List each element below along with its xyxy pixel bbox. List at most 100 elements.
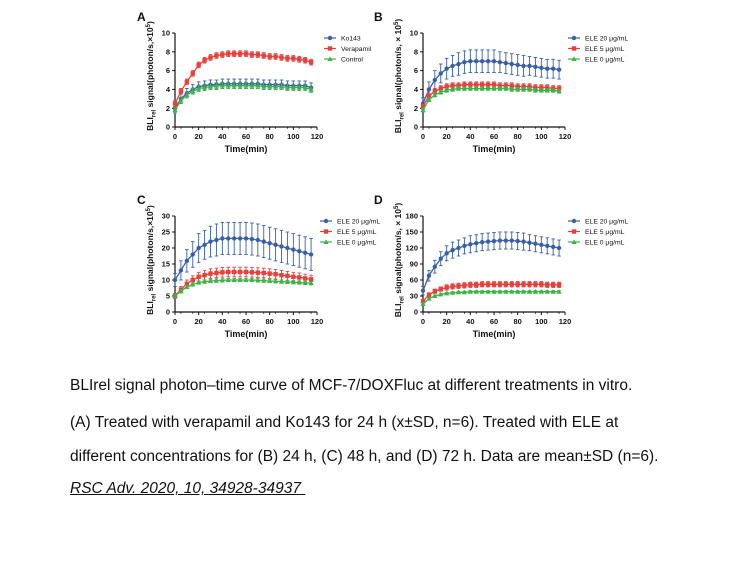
data-point <box>468 242 473 247</box>
data-point <box>172 293 178 298</box>
data-point <box>291 274 296 279</box>
data-point <box>243 83 249 88</box>
data-point <box>196 245 201 251</box>
data-point <box>432 89 438 94</box>
data-point <box>509 289 515 294</box>
data-point <box>226 236 231 241</box>
legend-label: ELE 0 μg/mL <box>337 240 377 247</box>
data-point <box>255 277 261 283</box>
x-tick-label: 120 <box>311 132 324 141</box>
legend-entry: ELE 5 μg/mL <box>320 229 377 236</box>
data-point <box>219 83 225 88</box>
x-tick-label: 80 <box>265 317 273 326</box>
data-point <box>462 82 467 87</box>
x-tick-label: 100 <box>287 317 300 326</box>
data-point <box>285 273 290 279</box>
data-point <box>267 83 273 89</box>
y-tick-label: 6 <box>414 66 418 75</box>
data-point <box>172 101 178 106</box>
data-point <box>296 279 302 285</box>
legend-label: ELE 5 μg/mL <box>337 229 377 236</box>
legend-marker <box>571 56 577 61</box>
data-point <box>539 282 544 287</box>
y-tick-label: 0 <box>166 308 170 317</box>
data-point <box>497 282 503 287</box>
data-point <box>297 275 302 280</box>
data-point <box>485 82 491 87</box>
y-tick-label: 30 <box>410 292 418 301</box>
data-point <box>533 64 538 70</box>
legend-marker <box>323 239 329 244</box>
data-point <box>184 79 190 85</box>
data-point <box>503 60 509 66</box>
data-point <box>273 54 278 59</box>
x-tick-label: 60 <box>490 317 498 326</box>
data-point <box>308 59 314 65</box>
data-point <box>225 83 231 88</box>
y-tick-label: 120 <box>405 244 418 253</box>
chart-panel-c: C 0 20 40 60 80 100 120 0 5 10 15 20 25 30 Time(min) BLI… <box>137 193 380 339</box>
x-tick-label: 80 <box>513 317 521 326</box>
data-point <box>533 241 538 246</box>
data-point <box>461 289 468 295</box>
chart-panel-b: B 0 20 40 60 80 100 120 0 2 4 6 8 10 Time(min) BLIrel s… <box>374 10 628 154</box>
data-point <box>509 282 514 287</box>
y-tick-label: 20 <box>162 244 170 253</box>
x-tick-label: 40 <box>466 132 474 141</box>
data-point <box>461 85 468 91</box>
x-tick-label: 60 <box>242 317 250 326</box>
series-0 <box>172 221 314 287</box>
data-point <box>520 86 527 92</box>
data-point <box>302 280 308 285</box>
y-tick-label: 180 <box>405 212 418 221</box>
data-point <box>521 84 526 89</box>
data-point <box>261 83 267 89</box>
data-point <box>479 282 485 287</box>
x-tick-label: 60 <box>490 132 498 141</box>
data-point <box>184 281 190 287</box>
series-line <box>422 291 560 305</box>
data-point <box>550 282 556 287</box>
data-point <box>479 85 485 91</box>
data-point <box>473 289 479 294</box>
chart-panel-d: D 0 20 40 60 80 100 120 0 30 60 90 120 150 180 Time(min… <box>374 193 628 339</box>
data-point <box>497 238 503 243</box>
x-tick-label: 80 <box>513 132 521 141</box>
y-tick-label: 30 <box>162 212 170 221</box>
data-point <box>296 84 302 90</box>
caption-line-1: BLIrel signal photon–time curve of MCF-7… <box>70 377 633 394</box>
legend-label: ELE 20 μg/mL <box>337 219 380 226</box>
data-point <box>267 54 272 59</box>
legend-entry: ELE 20 μg/mL <box>568 36 628 43</box>
y-axis-label: BLIrel signal(photon/s,×105) <box>145 205 158 315</box>
x-axis-label: Time(min) <box>473 329 516 339</box>
data-point <box>426 292 432 298</box>
x-tick-label: 40 <box>218 317 226 326</box>
citation-link[interactable]: RSC Adv. 2020, 10, 34928-34937 <box>70 480 305 498</box>
data-point <box>479 289 485 294</box>
data-point <box>267 271 272 276</box>
data-point <box>420 299 426 304</box>
data-point <box>237 277 243 282</box>
data-point <box>184 92 190 98</box>
data-point <box>226 269 231 275</box>
data-point <box>213 278 220 283</box>
data-point <box>255 52 261 57</box>
data-point <box>284 84 291 90</box>
data-point <box>196 85 202 91</box>
series-0 <box>420 231 562 296</box>
data-point <box>208 55 213 60</box>
data-point <box>237 236 243 241</box>
data-point <box>532 289 539 294</box>
y-tick-label: 15 <box>162 260 170 269</box>
data-point <box>308 86 314 92</box>
data-point <box>550 289 556 294</box>
data-point <box>432 293 438 298</box>
data-point <box>468 82 473 87</box>
data-point <box>520 289 527 294</box>
data-point <box>308 280 314 286</box>
data-point <box>456 283 461 289</box>
data-point <box>278 279 285 284</box>
data-point <box>438 286 443 292</box>
data-point <box>479 239 485 245</box>
